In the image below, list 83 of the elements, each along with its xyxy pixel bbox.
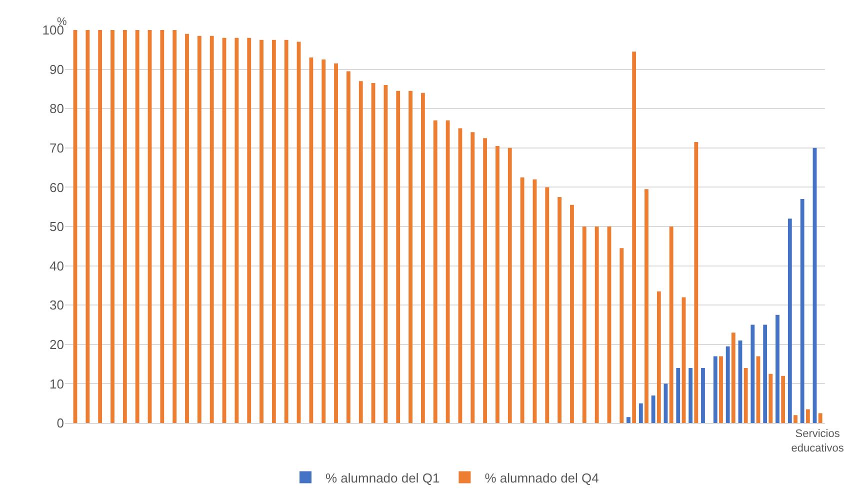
bar [210, 36, 214, 423]
y-tick-label: 50 [50, 219, 64, 234]
bar [626, 417, 630, 423]
y-tick-label: 70 [50, 140, 64, 156]
bar [607, 226, 612, 423]
bar [496, 146, 500, 423]
y-tick-label: 80 [50, 101, 64, 116]
x-tick-label: Servicios educativos [791, 428, 844, 454]
bar [384, 85, 388, 423]
bar [701, 368, 705, 423]
legend-label: % alumnado del Q1 [326, 470, 440, 486]
bar [582, 226, 586, 423]
y-tick-label: 40 [50, 258, 64, 274]
bar [197, 36, 202, 423]
bar [664, 384, 668, 423]
bar [570, 204, 574, 423]
bar [750, 324, 755, 423]
bar [545, 187, 550, 423]
bar [694, 142, 698, 423]
bar [309, 58, 314, 423]
bar [433, 120, 438, 423]
bar [726, 346, 730, 423]
bar [594, 226, 599, 423]
bar [334, 63, 338, 423]
bar [260, 40, 264, 423]
bar [656, 291, 661, 423]
bar [172, 30, 177, 423]
y-tick-label: 0 [56, 416, 64, 431]
bar [644, 189, 648, 423]
bar [122, 30, 127, 423]
bar [713, 356, 718, 423]
bar [86, 30, 90, 423]
bar [788, 218, 792, 423]
bar [818, 413, 822, 423]
bar [408, 90, 412, 423]
bar [346, 71, 350, 423]
bar [358, 81, 363, 423]
bar [247, 38, 252, 423]
bar [322, 59, 326, 423]
bar [396, 90, 400, 423]
bar [135, 30, 140, 423]
bar [688, 368, 693, 423]
bar [421, 92, 425, 423]
bar [470, 132, 475, 423]
bar [110, 30, 114, 423]
bar [272, 40, 276, 423]
bar [446, 120, 450, 423]
bar [756, 356, 760, 423]
bar [520, 177, 524, 423]
bar [483, 138, 487, 423]
bar [682, 297, 686, 423]
bar [763, 324, 768, 423]
bar [148, 30, 152, 423]
legend-label: % alumnado del Q4 [484, 470, 599, 486]
bar [776, 314, 780, 423]
bar [284, 40, 288, 423]
bar [669, 226, 674, 423]
bar [234, 38, 239, 423]
bar [806, 409, 810, 423]
bar [632, 52, 636, 423]
bar [160, 30, 164, 423]
bar [781, 376, 786, 423]
bar [719, 356, 723, 423]
bar [800, 198, 804, 423]
bar [508, 148, 512, 423]
bar [768, 374, 773, 423]
bar [558, 197, 562, 423]
bar [185, 34, 189, 423]
y-tick-label: 10 [50, 376, 64, 392]
y-tick-label: 30 [50, 298, 64, 313]
bar [731, 332, 736, 423]
y-tick-label: 90 [50, 62, 64, 77]
y-tick-label: 60 [50, 180, 64, 195]
bar [744, 368, 748, 423]
bar [620, 248, 624, 423]
bar [638, 403, 643, 423]
bar [371, 83, 376, 423]
bar [73, 30, 78, 423]
bar [676, 368, 680, 423]
bar [651, 395, 656, 423]
bar [98, 30, 102, 423]
bar [794, 415, 798, 423]
y-tick-label: 20 [50, 336, 64, 352]
